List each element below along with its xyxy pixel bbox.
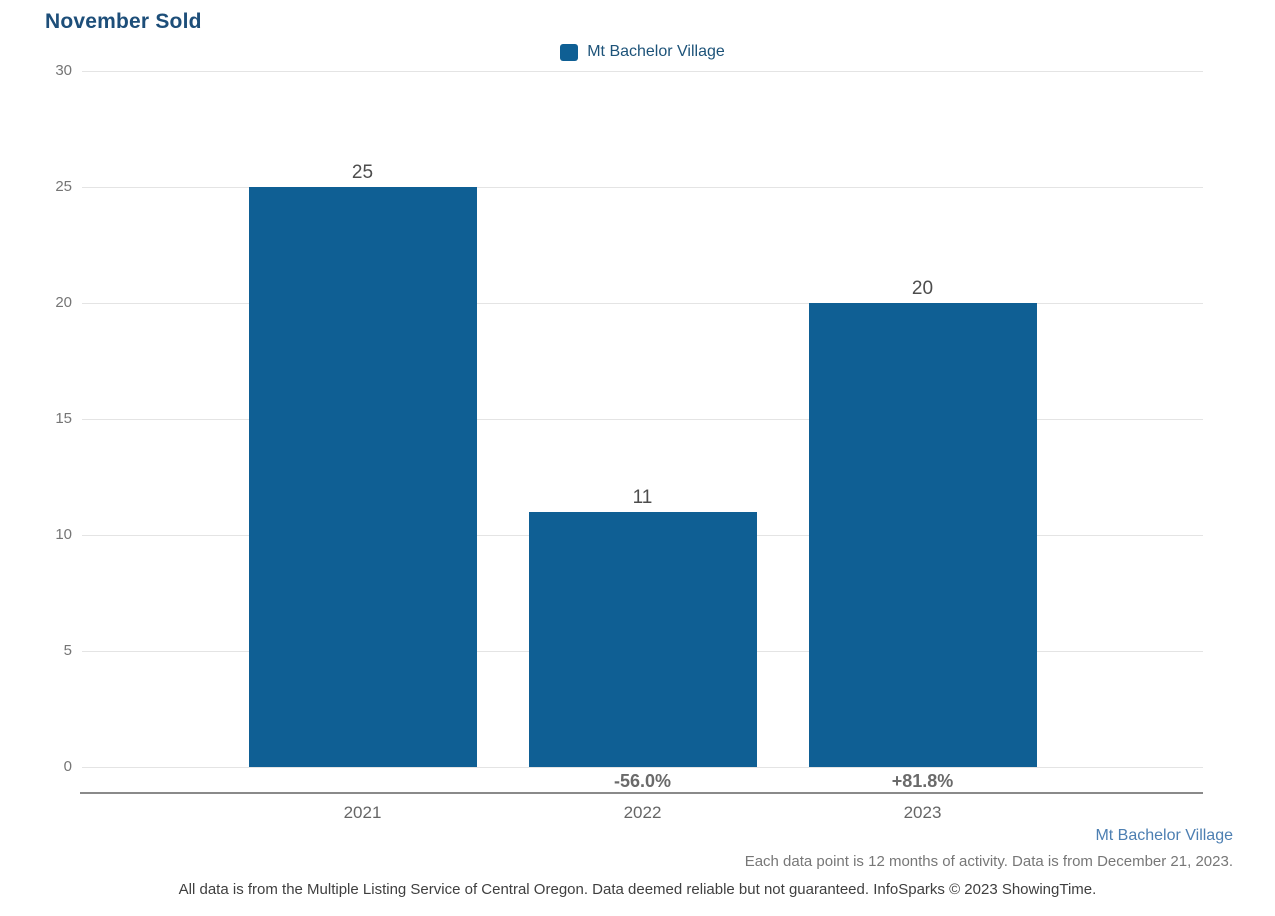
- y-axis-tick-0: 0: [63, 758, 72, 775]
- y-axis-tick-30: 30: [55, 62, 72, 79]
- bar-value-2022: 11: [632, 486, 653, 508]
- x-axis-label-2023: 2023: [903, 803, 942, 822]
- gridline-30: [82, 71, 1203, 72]
- footer-series-label: Mt Bachelor Village: [1095, 827, 1233, 844]
- y-axis-tick-20: 20: [55, 294, 72, 311]
- footer-note-activity: Each data point is 12 months of activity…: [744, 853, 1233, 870]
- bar-value-2023: 20: [911, 278, 934, 299]
- legend-label: Mt Bachelor Village: [587, 43, 725, 60]
- y-axis-tick-10: 10: [55, 526, 72, 543]
- x-axis-label-2021: 2021: [343, 803, 382, 822]
- legend-swatch-icon: [560, 43, 579, 61]
- chart-title: November Sold: [45, 10, 202, 33]
- pct-change-2023: +81.8%: [891, 771, 954, 791]
- bar-2023[interactable]: [808, 303, 1037, 767]
- y-axis-tick-15: 15: [55, 410, 72, 427]
- gridline-20: [82, 303, 1203, 304]
- legend: Mt Bachelor Village: [82, 43, 1203, 61]
- bar-2021[interactable]: [248, 187, 477, 767]
- y-axis-tick-5: 5: [63, 642, 72, 659]
- x-axis-label-2022: 2022: [623, 803, 662, 822]
- footer-disclaimer: All data is from the Multiple Listing Se…: [178, 881, 1097, 898]
- y-axis-tick-25: 25: [55, 178, 72, 195]
- pct-change-2022: -56.0%: [613, 771, 672, 791]
- gridline-0: [82, 767, 1203, 768]
- gridline-25: [82, 187, 1203, 188]
- bar-value-2021: 25: [351, 162, 374, 183]
- gridline-15: [82, 419, 1203, 420]
- x-axis-line: [80, 792, 1203, 794]
- bar-2022[interactable]: [528, 511, 757, 767]
